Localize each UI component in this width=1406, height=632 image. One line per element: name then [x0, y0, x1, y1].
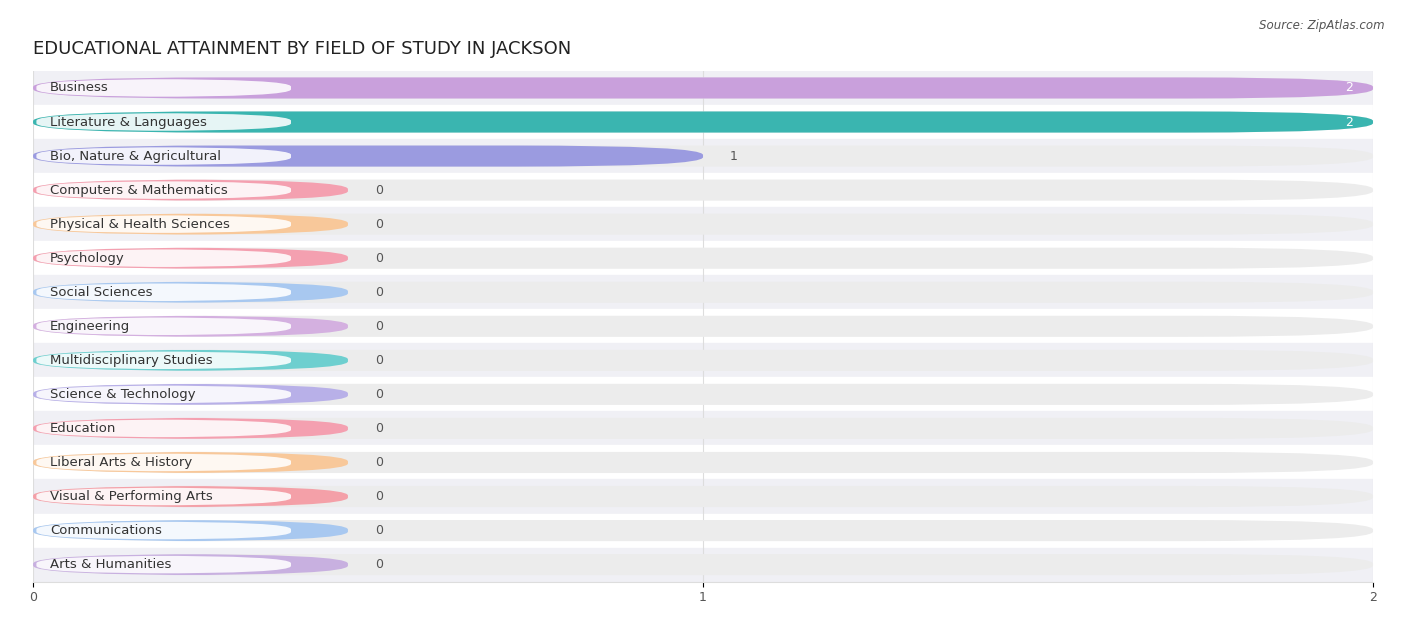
FancyBboxPatch shape — [37, 216, 291, 233]
FancyBboxPatch shape — [37, 113, 291, 131]
FancyBboxPatch shape — [34, 554, 347, 575]
FancyBboxPatch shape — [37, 250, 291, 267]
Text: Visual & Performing Arts: Visual & Performing Arts — [49, 490, 212, 503]
Text: 0: 0 — [375, 184, 382, 197]
Text: Engineering: Engineering — [49, 320, 131, 333]
Bar — [34, 139, 1374, 173]
Text: 0: 0 — [375, 524, 382, 537]
Text: Bio, Nature & Agricultural: Bio, Nature & Agricultural — [49, 150, 221, 162]
FancyBboxPatch shape — [34, 418, 347, 439]
FancyBboxPatch shape — [34, 179, 347, 201]
Text: 0: 0 — [375, 422, 382, 435]
FancyBboxPatch shape — [34, 520, 1374, 541]
Text: 0: 0 — [375, 490, 382, 503]
FancyBboxPatch shape — [37, 351, 291, 369]
Bar — [34, 173, 1374, 207]
Bar — [34, 411, 1374, 446]
Text: 1: 1 — [730, 150, 738, 162]
Text: 0: 0 — [375, 217, 382, 231]
FancyBboxPatch shape — [34, 77, 1374, 99]
Text: 2: 2 — [1346, 116, 1353, 128]
FancyBboxPatch shape — [37, 283, 291, 301]
FancyBboxPatch shape — [34, 248, 1374, 269]
FancyBboxPatch shape — [34, 214, 347, 234]
Text: Social Sciences: Social Sciences — [49, 286, 152, 299]
FancyBboxPatch shape — [37, 79, 291, 97]
FancyBboxPatch shape — [34, 179, 1374, 201]
FancyBboxPatch shape — [34, 486, 347, 507]
Text: Multidisciplinary Studies: Multidisciplinary Studies — [49, 354, 212, 367]
Bar — [34, 71, 1374, 105]
FancyBboxPatch shape — [34, 520, 347, 541]
Text: Physical & Health Sciences: Physical & Health Sciences — [49, 217, 229, 231]
FancyBboxPatch shape — [34, 554, 1374, 575]
Text: Education: Education — [49, 422, 117, 435]
Bar — [34, 446, 1374, 480]
FancyBboxPatch shape — [34, 145, 1374, 167]
FancyBboxPatch shape — [37, 181, 291, 199]
FancyBboxPatch shape — [34, 77, 1374, 99]
Text: Psychology: Psychology — [49, 252, 125, 265]
Text: 0: 0 — [375, 558, 382, 571]
Text: Source: ZipAtlas.com: Source: ZipAtlas.com — [1260, 19, 1385, 32]
FancyBboxPatch shape — [37, 147, 291, 165]
Bar — [34, 241, 1374, 275]
Bar — [34, 275, 1374, 309]
Bar — [34, 207, 1374, 241]
Bar — [34, 343, 1374, 377]
FancyBboxPatch shape — [37, 454, 291, 471]
Text: 0: 0 — [375, 354, 382, 367]
Text: Communications: Communications — [49, 524, 162, 537]
FancyBboxPatch shape — [34, 384, 347, 405]
Text: 0: 0 — [375, 286, 382, 299]
Bar — [34, 309, 1374, 343]
FancyBboxPatch shape — [34, 349, 1374, 371]
FancyBboxPatch shape — [37, 488, 291, 506]
Text: 0: 0 — [375, 456, 382, 469]
FancyBboxPatch shape — [34, 214, 1374, 234]
FancyBboxPatch shape — [34, 111, 1374, 133]
FancyBboxPatch shape — [34, 384, 1374, 405]
FancyBboxPatch shape — [37, 420, 291, 437]
Bar — [34, 547, 1374, 581]
FancyBboxPatch shape — [34, 248, 347, 269]
Text: Business: Business — [49, 82, 108, 94]
FancyBboxPatch shape — [37, 522, 291, 540]
Text: Computers & Mathematics: Computers & Mathematics — [49, 184, 228, 197]
FancyBboxPatch shape — [34, 486, 1374, 507]
FancyBboxPatch shape — [37, 386, 291, 403]
FancyBboxPatch shape — [37, 556, 291, 573]
Bar — [34, 105, 1374, 139]
Text: Science & Technology: Science & Technology — [49, 388, 195, 401]
Text: 0: 0 — [375, 252, 382, 265]
FancyBboxPatch shape — [34, 282, 1374, 303]
FancyBboxPatch shape — [34, 349, 347, 371]
Bar — [34, 480, 1374, 514]
FancyBboxPatch shape — [34, 111, 1374, 133]
Text: Arts & Humanities: Arts & Humanities — [49, 558, 172, 571]
Text: 0: 0 — [375, 388, 382, 401]
FancyBboxPatch shape — [34, 282, 347, 303]
FancyBboxPatch shape — [34, 452, 1374, 473]
FancyBboxPatch shape — [34, 145, 703, 167]
Bar — [34, 514, 1374, 547]
FancyBboxPatch shape — [37, 317, 291, 335]
Text: Liberal Arts & History: Liberal Arts & History — [49, 456, 193, 469]
Text: EDUCATIONAL ATTAINMENT BY FIELD OF STUDY IN JACKSON: EDUCATIONAL ATTAINMENT BY FIELD OF STUDY… — [34, 40, 571, 58]
FancyBboxPatch shape — [34, 452, 347, 473]
FancyBboxPatch shape — [34, 418, 1374, 439]
FancyBboxPatch shape — [34, 316, 1374, 337]
FancyBboxPatch shape — [34, 316, 347, 337]
Text: Literature & Languages: Literature & Languages — [49, 116, 207, 128]
Text: 2: 2 — [1346, 82, 1353, 94]
Bar — [34, 377, 1374, 411]
Text: 0: 0 — [375, 320, 382, 333]
